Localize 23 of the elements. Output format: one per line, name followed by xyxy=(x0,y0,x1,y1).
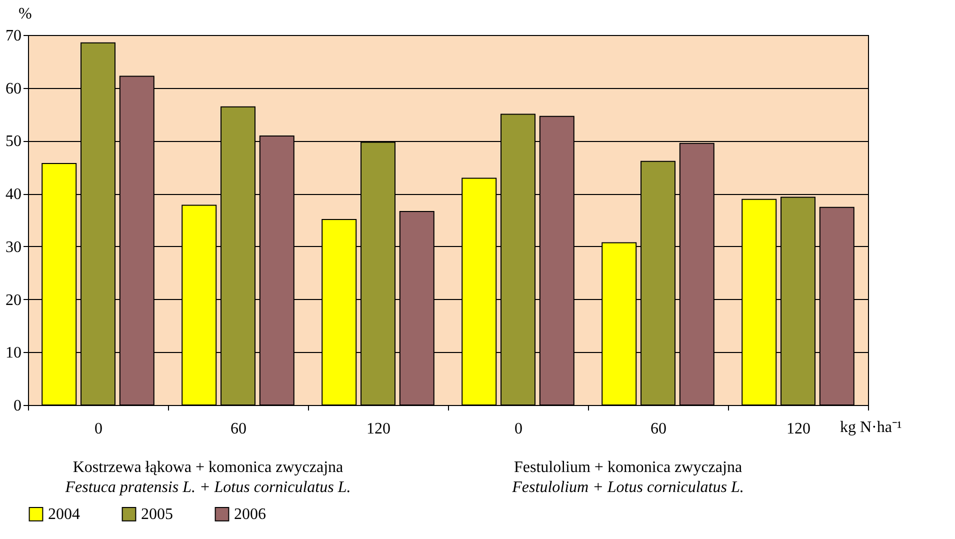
y-tick-label: 60 xyxy=(6,80,22,98)
y-axis-title: % xyxy=(18,6,32,22)
x-tick-label: 120 xyxy=(366,420,390,438)
legend-label: 2004 xyxy=(48,506,80,524)
y-tick-label: 10 xyxy=(6,344,22,362)
legend-label: 2005 xyxy=(141,506,173,524)
y-tick-label: 40 xyxy=(6,186,22,204)
x-tick-label: 0 xyxy=(514,420,522,438)
y-tick-label: 0 xyxy=(14,398,22,414)
text: Kostrzewa łąkowa + komonica zwyczajna xyxy=(72,459,344,476)
text: Festulolium + komonica zwyczajna xyxy=(514,459,742,476)
text: Festulolium + Lotus corniculatus L. xyxy=(511,479,744,496)
x-axis-title: kg N·ha⁻¹ xyxy=(840,419,902,436)
x-tick-label: 60 xyxy=(230,420,246,438)
x-tick-label: 0 xyxy=(94,420,102,438)
y-tick-label: 30 xyxy=(6,238,22,256)
text: Festuca pratensis L. + Lotus corniculatus L. xyxy=(64,479,351,496)
y-tick-label: 20 xyxy=(6,292,22,309)
legend-label: 2006 xyxy=(234,506,266,524)
x-tick-label: 120 xyxy=(786,420,810,438)
y-tick-label: 50 xyxy=(6,133,22,150)
x-tick-label: 60 xyxy=(650,420,666,438)
y-tick-label: 70 xyxy=(6,28,22,44)
